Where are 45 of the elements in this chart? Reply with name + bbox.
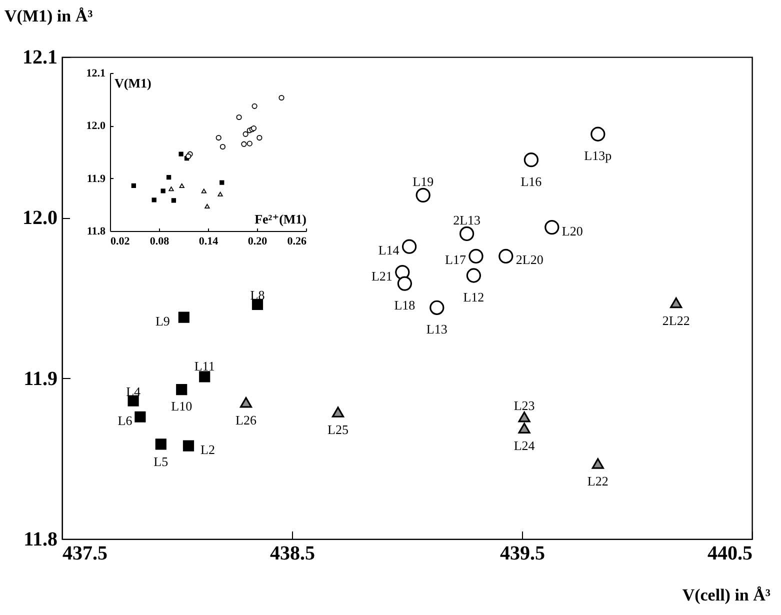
y-tick-label: 11.9 bbox=[86, 172, 106, 185]
annotation: L10 bbox=[171, 398, 192, 414]
x-tick-label: 439.5 bbox=[500, 542, 545, 564]
x-tick-label: 0.02 bbox=[110, 236, 130, 248]
x-tick-label: 438.5 bbox=[270, 542, 315, 564]
x-tick-label: 0.14 bbox=[198, 236, 219, 248]
annotation: L14 bbox=[378, 242, 400, 258]
x-tick-label: 0.20 bbox=[248, 236, 268, 248]
y-tick-label: 11.8 bbox=[24, 528, 58, 550]
annotation: L2 bbox=[200, 442, 215, 457]
annotation: L13p bbox=[584, 148, 612, 164]
annotation: L18 bbox=[394, 298, 416, 313]
y-tick-label: 11.9 bbox=[24, 368, 58, 390]
annotation: L6 bbox=[118, 412, 133, 428]
y-tick-label: 12.0 bbox=[86, 120, 106, 132]
x-tick-label: 0.08 bbox=[150, 236, 170, 248]
annotation: L25 bbox=[328, 422, 348, 438]
y-tick-label: 12.0 bbox=[22, 207, 58, 230]
y-tick-label: 12.1 bbox=[86, 68, 106, 80]
y-tick-label: 12.1 bbox=[22, 46, 58, 68]
annotation: L13 bbox=[426, 322, 448, 337]
x-axis-title: Fe²⁺(M1) bbox=[254, 212, 306, 226]
annotation: 2L13 bbox=[453, 212, 481, 228]
annotation: L9 bbox=[155, 313, 170, 328]
annotation: 2L20 bbox=[516, 252, 544, 268]
annotation: L12 bbox=[463, 290, 484, 305]
annotation: 2L22 bbox=[662, 312, 690, 328]
annotation: L5 bbox=[154, 454, 168, 470]
annotation: L19 bbox=[412, 174, 434, 190]
x-tick-label: 437.5 bbox=[62, 542, 108, 564]
annotation: L23 bbox=[514, 398, 535, 413]
annotation: L17 bbox=[445, 252, 466, 268]
x-tick-label: 0.26 bbox=[287, 236, 307, 248]
annotation: L11 bbox=[194, 358, 215, 374]
annotation: L21 bbox=[371, 268, 392, 284]
annotation: L22 bbox=[587, 473, 608, 488]
y-axis-title: V(M1) bbox=[114, 76, 152, 90]
annotation: L26 bbox=[236, 412, 257, 428]
annotation: L16 bbox=[520, 174, 542, 189]
x-axis-title: V(cell) in Å³ bbox=[682, 586, 770, 604]
annotation: L24 bbox=[514, 438, 536, 454]
x-tick-label: 440.5 bbox=[708, 542, 752, 564]
y-axis-title: V(M1) in Å³ bbox=[4, 6, 93, 26]
annotation: L20 bbox=[562, 223, 583, 238]
y-tick-label: 11.8 bbox=[86, 226, 106, 238]
